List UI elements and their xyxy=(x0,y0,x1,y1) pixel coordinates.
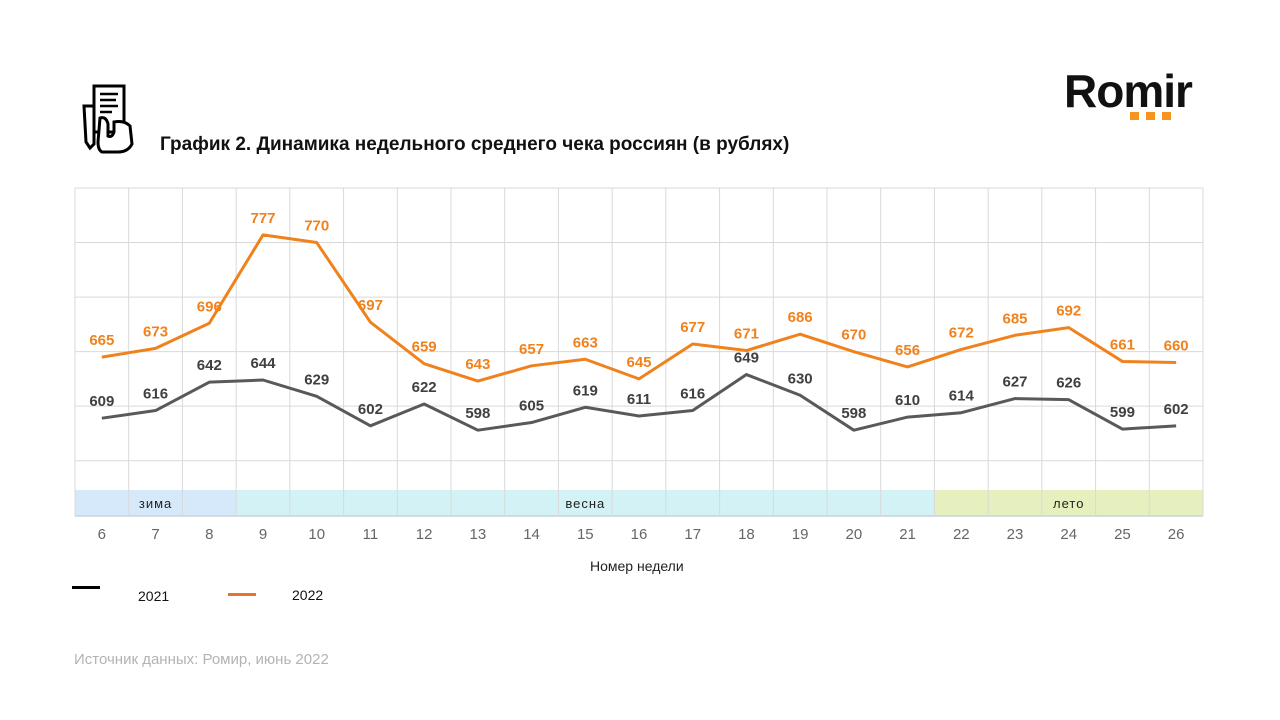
data-label-2021: 616 xyxy=(143,386,168,403)
data-label-2022: 672 xyxy=(949,324,974,341)
data-label-2022: 777 xyxy=(250,210,275,227)
data-label-2022: 697 xyxy=(358,297,383,314)
data-label-2022: 685 xyxy=(1002,310,1027,327)
x-tick-label: 15 xyxy=(577,526,594,543)
logo-dots xyxy=(1130,112,1171,120)
x-tick-label: 26 xyxy=(1168,526,1185,543)
data-label-2021: 649 xyxy=(734,350,759,367)
data-label-2022: 692 xyxy=(1056,303,1081,320)
data-label-2022: 677 xyxy=(680,319,705,336)
data-label-2021: 630 xyxy=(788,370,813,387)
data-source: Источник данных: Ромир, июнь 2022 xyxy=(74,651,329,668)
data-label-2022: 673 xyxy=(143,323,168,340)
legend-swatch-2021 xyxy=(72,586,100,589)
data-label-2022: 663 xyxy=(573,334,598,351)
x-tick-label: 9 xyxy=(259,526,267,543)
data-label-2022: 657 xyxy=(519,341,544,358)
season-band xyxy=(236,490,935,516)
season-band xyxy=(75,490,237,516)
data-label-2022: 645 xyxy=(626,354,651,371)
season-label: зима xyxy=(139,496,172,511)
logo-text: Romir xyxy=(1064,65,1193,117)
x-tick-label: 13 xyxy=(470,526,487,543)
x-tick-label: 12 xyxy=(416,526,433,543)
data-label-2022: 656 xyxy=(895,342,920,359)
data-label-2022: 660 xyxy=(1164,338,1189,355)
legend-2022: 2022 xyxy=(228,587,323,603)
season-label: весна xyxy=(565,496,605,511)
data-label-2021: 610 xyxy=(895,392,920,409)
legend-label-2021: 2021 xyxy=(138,588,170,604)
legend: 2021 xyxy=(72,586,169,604)
data-label-2022: 670 xyxy=(841,327,866,344)
data-label-2022: 665 xyxy=(89,332,114,349)
x-tick-label: 8 xyxy=(205,526,213,543)
x-tick-label: 21 xyxy=(899,526,916,543)
x-tick-label: 18 xyxy=(738,526,755,543)
season-band xyxy=(934,490,1203,516)
data-label-2021: 616 xyxy=(680,386,705,403)
data-label-2021: 611 xyxy=(627,391,651,408)
data-label-2021: 626 xyxy=(1056,375,1081,392)
season-label: лето xyxy=(1053,496,1084,511)
data-label-2021: 629 xyxy=(304,371,329,388)
chart-title: График 2. Динамика недельного среднего ч… xyxy=(160,134,790,155)
data-label-2021: 602 xyxy=(1164,401,1189,418)
legend-label-2022: 2022 xyxy=(292,587,324,603)
data-label-2021: 599 xyxy=(1110,404,1135,421)
x-tick-label: 19 xyxy=(792,526,809,543)
x-tick-label: 14 xyxy=(523,526,540,543)
x-tick-label: 10 xyxy=(308,526,325,543)
data-label-2021: 614 xyxy=(949,388,975,405)
data-label-2021: 642 xyxy=(197,357,222,374)
x-tick-label: 24 xyxy=(1060,526,1077,543)
x-tick-label: 7 xyxy=(151,526,159,543)
data-label-2021: 602 xyxy=(358,401,383,418)
data-label-2021: 605 xyxy=(519,398,544,415)
data-label-2022: 686 xyxy=(788,309,813,326)
data-label-2021: 622 xyxy=(412,379,437,396)
x-tick-label: 20 xyxy=(846,526,863,543)
data-label-2022: 659 xyxy=(412,339,437,356)
data-label-2022: 770 xyxy=(304,218,329,235)
data-label-2022: 643 xyxy=(465,356,490,373)
x-tick-label: 22 xyxy=(953,526,970,543)
data-label-2021: 598 xyxy=(465,405,490,422)
data-label-2021: 644 xyxy=(250,355,276,372)
legend-swatch-2022 xyxy=(228,593,256,596)
x-tick-label: 23 xyxy=(1007,526,1024,543)
data-label-2022: 696 xyxy=(197,298,222,315)
data-label-2021: 619 xyxy=(573,382,598,399)
x-axis-title: Номер недели xyxy=(590,558,684,574)
data-label-2022: 661 xyxy=(1110,336,1135,353)
data-label-2022: 671 xyxy=(734,326,759,343)
data-label-2021: 609 xyxy=(89,393,114,410)
data-label-2021: 598 xyxy=(841,405,866,422)
x-tick-label: 17 xyxy=(684,526,701,543)
x-tick-label: 16 xyxy=(631,526,648,543)
data-label-2021: 627 xyxy=(1002,374,1027,391)
romir-logo: Romir xyxy=(1064,64,1214,126)
receipt-in-hand-icon xyxy=(82,84,134,154)
x-tick-label: 25 xyxy=(1114,526,1131,543)
x-tick-label: 11 xyxy=(363,526,379,543)
x-tick-label: 6 xyxy=(98,526,106,543)
